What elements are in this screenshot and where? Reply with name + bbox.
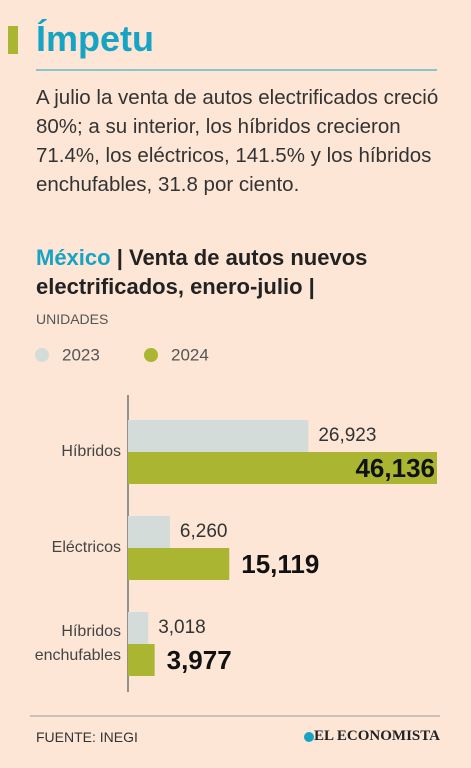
title-marker xyxy=(8,26,18,54)
value-label: 3,018 xyxy=(158,617,206,638)
value-label: 46,136 xyxy=(355,453,435,483)
value-label: 26,923 xyxy=(318,425,376,446)
category-label: Híbridos enchufables xyxy=(34,623,121,664)
chart-title-text: | Venta de autos nuevos electrificados, … xyxy=(36,245,368,299)
bar xyxy=(128,420,309,452)
category-label: Híbridos xyxy=(61,443,121,460)
source: FUENTE: INEGI xyxy=(36,729,138,745)
bar xyxy=(128,548,230,580)
value-label: 15,119 xyxy=(241,549,319,579)
legend-label: 2024 xyxy=(171,345,209,364)
legend-swatch xyxy=(35,348,49,362)
bar xyxy=(128,516,170,548)
bar xyxy=(128,644,155,676)
unit-label: UNIDADES xyxy=(36,311,109,327)
bar xyxy=(128,452,437,484)
intro-text: A julio la venta de autos electrificados… xyxy=(36,86,439,196)
title: Ímpetu xyxy=(36,18,155,59)
legend-label: 2023 xyxy=(62,345,100,364)
logo: EL ECONOMISTA xyxy=(314,728,440,744)
value-label: 6,260 xyxy=(180,521,228,542)
chart-title: México | Venta de autos nuevos electrifi… xyxy=(36,243,446,301)
bar xyxy=(128,612,149,644)
value-label: 3,977 xyxy=(167,645,232,675)
legend-swatch xyxy=(144,348,158,362)
chart-country: México xyxy=(36,245,111,270)
logo-icon xyxy=(304,732,314,742)
category-label: Eléctricos xyxy=(51,539,121,556)
